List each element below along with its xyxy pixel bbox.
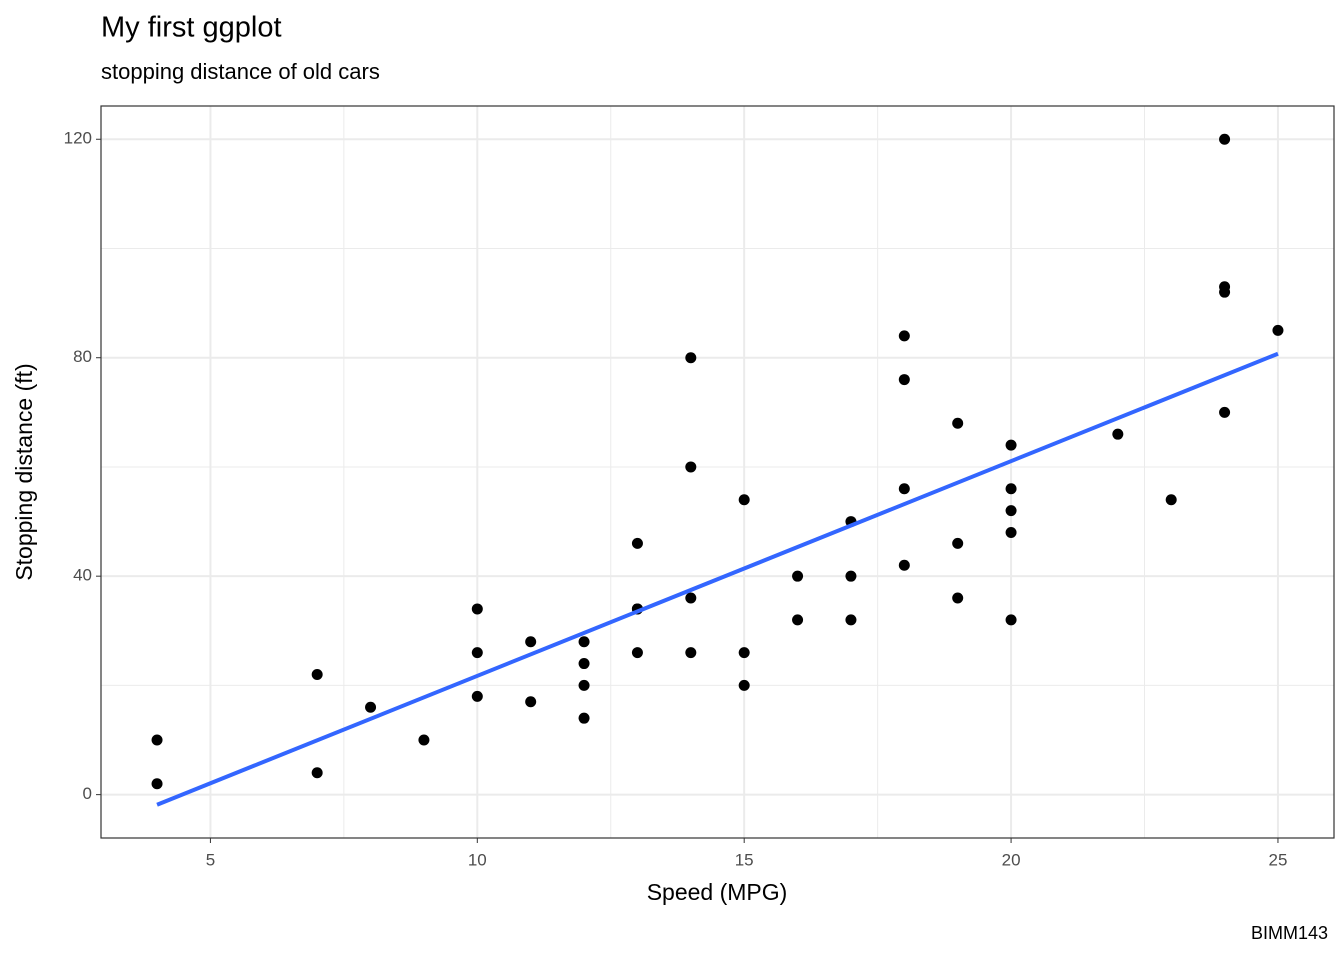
point bbox=[1005, 526, 1017, 538]
point bbox=[1219, 281, 1231, 293]
point bbox=[1165, 494, 1177, 506]
point bbox=[1112, 428, 1124, 440]
caption: BIMM143 bbox=[1251, 923, 1328, 943]
point bbox=[471, 690, 483, 702]
point bbox=[1005, 614, 1017, 626]
point bbox=[418, 734, 430, 746]
point bbox=[1272, 324, 1284, 336]
chart-title: My first ggplot bbox=[101, 12, 282, 44]
x-tick-label: 15 bbox=[735, 850, 754, 869]
point bbox=[525, 696, 537, 708]
point bbox=[151, 778, 163, 790]
x-tick-label: 10 bbox=[468, 850, 487, 869]
point bbox=[578, 658, 590, 670]
point bbox=[738, 494, 750, 506]
point bbox=[685, 592, 697, 604]
point bbox=[471, 603, 483, 615]
point bbox=[311, 668, 323, 680]
chart-subtitle: stopping distance of old cars bbox=[101, 59, 380, 84]
x-tick-label: 20 bbox=[1002, 850, 1021, 869]
point bbox=[1005, 505, 1017, 517]
point bbox=[952, 537, 964, 549]
point bbox=[365, 701, 377, 713]
point bbox=[1219, 406, 1231, 418]
point bbox=[1005, 439, 1017, 451]
point bbox=[898, 330, 910, 342]
point bbox=[1005, 483, 1017, 495]
point bbox=[952, 417, 964, 429]
point bbox=[898, 374, 910, 386]
point bbox=[685, 647, 697, 659]
point bbox=[738, 647, 750, 659]
point bbox=[738, 679, 750, 691]
point bbox=[845, 614, 857, 626]
point bbox=[311, 767, 323, 779]
point bbox=[898, 483, 910, 495]
y-tick-label: 40 bbox=[73, 566, 92, 585]
plot-border bbox=[100, 105, 1335, 839]
point bbox=[845, 570, 857, 582]
point bbox=[1219, 133, 1231, 145]
point bbox=[631, 537, 643, 549]
y-tick-label: 120 bbox=[64, 129, 92, 148]
point bbox=[631, 647, 643, 659]
x-tick-label: 5 bbox=[206, 850, 215, 869]
point bbox=[151, 734, 163, 746]
y-axis-title: Stopping distance (ft) bbox=[11, 363, 37, 580]
point bbox=[952, 592, 964, 604]
trend-line bbox=[156, 351, 1279, 807]
point bbox=[792, 614, 804, 626]
y-tick-label: 80 bbox=[73, 347, 92, 366]
point bbox=[792, 570, 804, 582]
point bbox=[578, 636, 590, 648]
point bbox=[471, 647, 483, 659]
point bbox=[685, 461, 697, 473]
x-axis-title: Speed (MPG) bbox=[647, 879, 788, 905]
point bbox=[578, 712, 590, 724]
x-tick-label: 25 bbox=[1268, 850, 1287, 869]
point bbox=[578, 679, 590, 691]
point bbox=[525, 636, 537, 648]
point bbox=[898, 559, 910, 571]
y-tick-label: 0 bbox=[83, 784, 92, 803]
point bbox=[685, 352, 697, 364]
